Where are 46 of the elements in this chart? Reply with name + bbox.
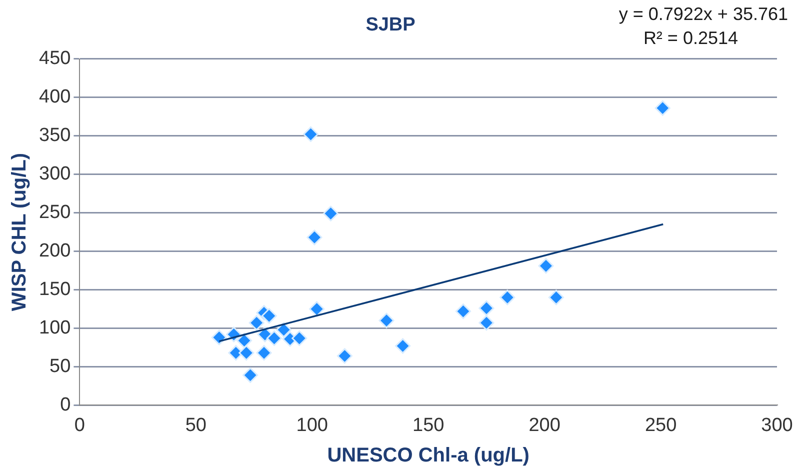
point — [236, 332, 252, 348]
point — [322, 206, 338, 222]
x-tick-label: 100 — [296, 414, 328, 436]
point — [242, 367, 258, 383]
y-tick-label: 50 — [50, 356, 71, 377]
point — [478, 300, 494, 316]
point — [336, 348, 352, 364]
point — [478, 315, 494, 331]
point — [302, 126, 318, 142]
y-tick-label: 150 — [39, 278, 71, 300]
text: y = 0.7922x + 35.761 — [618, 4, 788, 24]
y-tick-label: 350 — [39, 125, 71, 146]
point — [500, 290, 516, 306]
point — [309, 301, 325, 317]
point — [455, 304, 471, 320]
y-axis-title: WISP CHL (ug/L) — [8, 152, 31, 312]
y-tick-label: 250 — [39, 202, 71, 223]
point — [256, 345, 272, 361]
x-tick-label: 250 — [644, 414, 677, 436]
point — [395, 338, 411, 354]
x-tick-label: 0 — [74, 414, 85, 436]
text: R² = 0.2514 — [643, 28, 738, 48]
x-axis-title: UNESCO Chl-a (ug/L) — [327, 444, 530, 467]
point — [238, 345, 254, 361]
x-tick-label: 200 — [528, 414, 560, 436]
y-tick-label: 400 — [39, 86, 71, 108]
point — [654, 100, 670, 116]
point — [248, 315, 264, 331]
y-tick-label: 450 — [39, 48, 71, 70]
x-tick-label: 150 — [412, 414, 444, 436]
x-tick-label: 50 — [185, 414, 206, 436]
y-tick-label: 0 — [60, 394, 71, 416]
y-tick-label: 300 — [39, 164, 71, 184]
point — [548, 290, 564, 306]
point — [261, 308, 277, 324]
point — [378, 312, 394, 328]
point — [266, 330, 282, 346]
point — [276, 322, 292, 338]
y-tick-label: 100 — [39, 317, 71, 338]
chart-title: SJBP — [366, 14, 416, 36]
point — [306, 230, 322, 246]
point — [538, 258, 554, 274]
y-tick-label: 200 — [39, 240, 71, 262]
x-tick-label: 300 — [761, 414, 793, 436]
point — [292, 330, 308, 346]
point — [211, 330, 227, 346]
